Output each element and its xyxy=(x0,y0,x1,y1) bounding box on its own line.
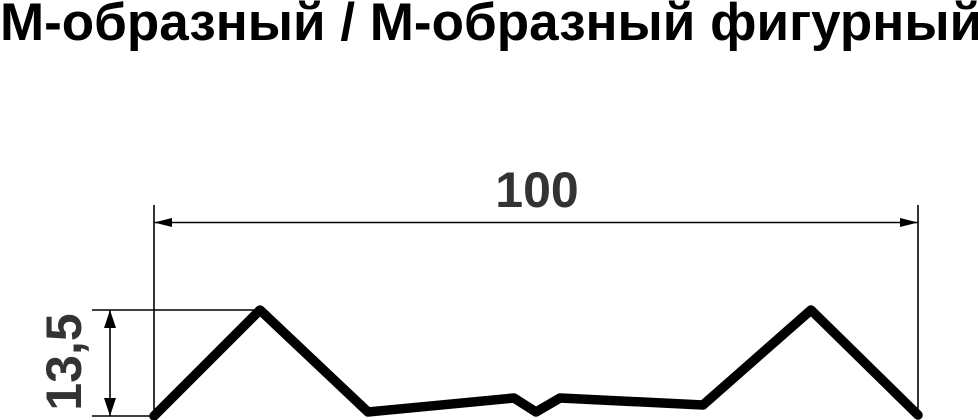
svg-text:100: 100 xyxy=(495,162,578,218)
svg-text:13,5: 13,5 xyxy=(36,313,92,410)
